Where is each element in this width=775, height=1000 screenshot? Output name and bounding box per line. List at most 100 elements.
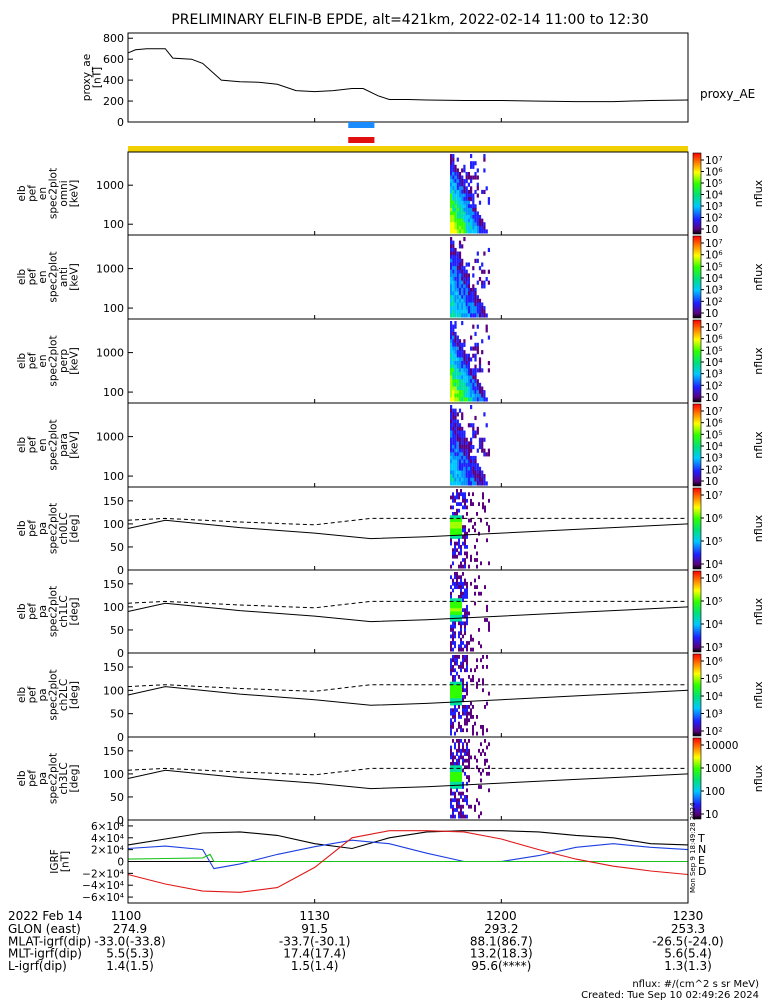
spectrogram-cell xyxy=(466,591,468,596)
spectrogram-cell xyxy=(450,179,453,184)
spectrogram-cell xyxy=(456,728,458,733)
spectrogram-cell xyxy=(472,678,474,683)
spectrogram-cell xyxy=(460,647,462,652)
spectrogram-cell xyxy=(467,379,471,384)
spectrogram-cell xyxy=(470,463,473,468)
spectrogram-cell xyxy=(458,508,460,513)
igrf-ytick-label: 2×10⁴ xyxy=(91,845,124,857)
spectrogram-cell xyxy=(462,595,464,599)
orbit-row-label: MLT-igrf(dip) xyxy=(8,947,82,961)
spectrogram-cell xyxy=(470,161,473,166)
spectrogram-cell xyxy=(454,541,456,546)
spectrogram-cell xyxy=(456,681,458,686)
spectrogram-cell xyxy=(461,179,464,184)
spectrogram-cell xyxy=(452,445,455,450)
colorbar-label: nflux xyxy=(752,681,765,709)
spectrogram-cell xyxy=(483,189,486,194)
spectrogram-cell xyxy=(450,608,452,612)
spectrogram-cell xyxy=(476,765,478,770)
spectrogram-cell xyxy=(452,157,455,162)
spectrogram-cell xyxy=(460,695,462,699)
science-zone-red-bar xyxy=(348,137,375,143)
spectrogram-cell xyxy=(474,291,477,296)
spectrogram-cell xyxy=(466,742,468,747)
spectrogram-cell xyxy=(478,382,482,387)
spectrogram-cell xyxy=(474,386,477,391)
spectrogram-cell xyxy=(454,575,456,580)
spectrogram-cell xyxy=(454,218,457,223)
spectrogram-cell xyxy=(467,197,471,202)
spectrogram-cell xyxy=(484,739,486,743)
panel-frame xyxy=(127,234,689,320)
spectrogram-cell xyxy=(450,708,452,713)
spectrogram-cell xyxy=(470,397,473,402)
spectrogram-cell xyxy=(488,525,490,529)
svg-text:elbpefenspec2plotperp[keV]: elbpefenspec2plotperp[keV] xyxy=(16,335,81,386)
spectrogram-cell xyxy=(476,551,478,556)
spectrogram-cell xyxy=(476,558,478,562)
spectrogram-cell xyxy=(454,545,456,549)
spectrogram-cell xyxy=(481,470,484,475)
spectrogram-cell xyxy=(483,448,486,453)
spectrogram-cell xyxy=(452,608,454,612)
spectrogram-cell xyxy=(450,718,452,723)
spectrogram-cell xyxy=(483,477,486,482)
spectrogram-cell xyxy=(470,335,473,340)
spectrogram-cell xyxy=(450,430,453,435)
spectrogram-cell xyxy=(458,474,462,479)
colorbar-tick-label: 100 xyxy=(705,786,725,798)
spectrogram-cell xyxy=(456,581,458,586)
svg-text:elbpefpaspec2plotch1LC[deg]: elbpefpaspec2plotch1LC[deg] xyxy=(16,586,81,637)
panel-ytick-label: 50 xyxy=(110,624,124,637)
spectrogram-cell xyxy=(458,481,462,486)
colorbar xyxy=(692,235,702,319)
spectrogram-cell xyxy=(456,357,459,362)
spectrogram-cell xyxy=(452,328,455,333)
spectrogram-cell xyxy=(463,379,466,384)
spectrogram-cell xyxy=(452,618,454,622)
spectrogram-cell xyxy=(470,502,472,506)
spectrogram-cell xyxy=(483,222,486,227)
spectrogram-cell xyxy=(450,535,452,539)
spectrogram-cell xyxy=(460,631,462,636)
spectrogram-cell xyxy=(484,505,486,510)
spectrogram-cell xyxy=(454,621,456,626)
spectrogram-cell xyxy=(456,604,458,609)
spectrogram-cell xyxy=(452,225,455,230)
spectrogram-cell xyxy=(486,521,488,526)
spectrogram-cell xyxy=(484,752,486,756)
spectrogram-cell xyxy=(482,768,484,773)
spectrogram-cell xyxy=(466,718,468,723)
spectrogram-cell xyxy=(454,755,456,760)
spectrogram-cell xyxy=(474,808,476,812)
anti-loss-cone-line xyxy=(127,517,688,526)
spectrogram-cell xyxy=(454,463,457,468)
spectrogram-cell xyxy=(456,186,459,191)
spectrogram-cell xyxy=(460,778,462,783)
svg-text:proxy_ae[nT]: proxy_ae[nT] xyxy=(81,54,104,101)
spectrogram-cell xyxy=(474,390,477,395)
spectrogram-cell xyxy=(450,614,452,619)
spectrogram-cell xyxy=(463,168,466,173)
spectrogram-cell xyxy=(452,455,455,461)
spectrogram-cell xyxy=(454,204,457,209)
spectrogram-cell xyxy=(485,313,488,318)
spectrogram-cell xyxy=(458,280,462,285)
spectrogram-cell xyxy=(454,368,457,373)
spectrogram-cell xyxy=(458,342,462,347)
colorbar-label: nflux xyxy=(752,347,765,375)
spectrogram-cell xyxy=(465,393,468,398)
spectrogram-cell xyxy=(470,455,473,461)
spectrogram-cell xyxy=(454,466,457,471)
spectrogram-cell xyxy=(467,262,471,267)
spectrogram-cell xyxy=(478,364,482,369)
spectrogram-cell xyxy=(465,280,468,285)
spectrogram-cell xyxy=(450,161,453,166)
spectrogram-cell xyxy=(464,621,466,626)
spectrogram-cell xyxy=(450,204,453,209)
spectrogram-cell xyxy=(458,778,460,783)
spectrogram-cell xyxy=(476,798,478,803)
spectrogram-cell xyxy=(474,364,477,369)
spectrogram-cell xyxy=(452,808,454,812)
